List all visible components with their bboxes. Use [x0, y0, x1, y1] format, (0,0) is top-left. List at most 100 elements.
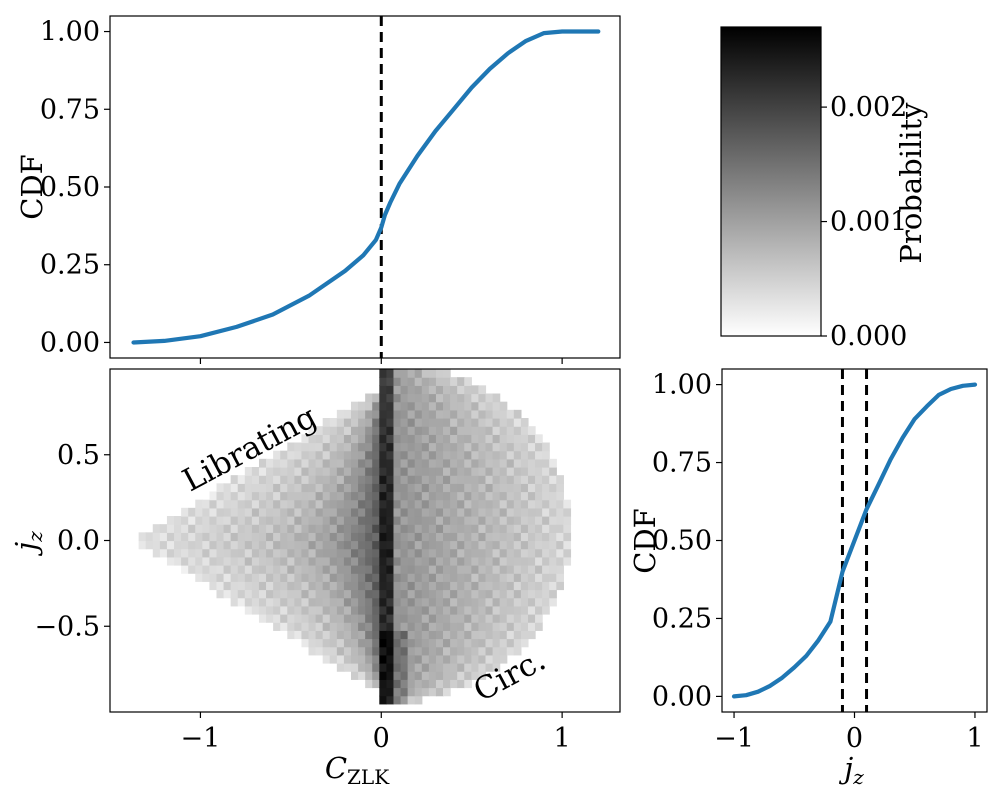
heatmap-cell [273, 507, 281, 517]
heatmap-cell [464, 573, 472, 582]
heatmap-cell [478, 442, 487, 452]
heatmap-cell [435, 581, 444, 591]
heatmap-cell [450, 663, 458, 672]
heatmap-cell [542, 458, 550, 468]
heatmap-cell [435, 467, 444, 476]
heatmap-cell [542, 516, 550, 525]
heatmap-cell [400, 426, 409, 435]
heatmap-cell [166, 540, 175, 550]
heatmap-cell [443, 524, 451, 533]
heatmap-cell [556, 556, 564, 566]
heatmap-cell [400, 556, 409, 566]
heatmap-cell [527, 426, 536, 435]
heatmap-cell [195, 532, 203, 542]
heatmap-cell [492, 540, 501, 550]
heatmap-cell [315, 597, 324, 607]
heatmap-cell [421, 393, 430, 403]
heatmap-cell [166, 516, 175, 525]
heatmap-cell [372, 507, 380, 517]
heatmap-cell [315, 556, 324, 566]
heatmap-cell [351, 434, 359, 444]
heatmap-cell [216, 573, 225, 582]
heatmap-cell [450, 581, 458, 591]
heatmap-cell [202, 565, 211, 574]
heatmap-cell [478, 434, 487, 444]
heatmap-cell [223, 589, 232, 599]
heatmap-cell [223, 507, 232, 517]
heatmap-cell [308, 450, 317, 460]
heatmap-cell [492, 475, 501, 484]
heatmap-cell [386, 687, 395, 697]
heatmap-cell [336, 516, 345, 525]
heatmap-cell [159, 548, 168, 558]
heatmap-cell [450, 654, 458, 664]
heatmap-cell [386, 573, 395, 582]
heatmap-cell [407, 499, 416, 509]
heatmap-cell [379, 426, 387, 435]
heatmap-cell [421, 491, 430, 501]
heatmap-cell [273, 524, 281, 533]
heatmap-cell [520, 418, 529, 427]
heatmap-cell [527, 434, 536, 444]
heatmap-cell [209, 565, 218, 574]
heatmap-cell [443, 385, 451, 395]
heatmap-cell [251, 475, 260, 484]
heatmap-cell [457, 638, 465, 648]
heatmap-cell [471, 589, 480, 599]
heatmap-cell [485, 532, 494, 542]
heatmap-cell [435, 434, 444, 444]
heatmap-cell [407, 663, 416, 672]
heatmap-cell [492, 581, 501, 591]
heatmap-cell [450, 524, 458, 533]
heatmap-cell [407, 540, 416, 550]
heatmap-cell [513, 646, 522, 656]
heatmap-cell [506, 638, 515, 648]
heatmap-cell [308, 605, 317, 615]
heatmap-cell [258, 573, 267, 582]
heatmap-cell [379, 605, 387, 615]
heatmap-cell [308, 442, 317, 452]
heatmap-cell [336, 418, 345, 427]
heatmap-cell [237, 548, 246, 558]
heatmap-cell [535, 597, 543, 607]
heatmap-cell [485, 556, 494, 566]
heatmap-cell [336, 499, 345, 509]
heatmap-cell [421, 540, 430, 550]
heatmap-cell [428, 548, 437, 558]
heatmap-cell [266, 605, 274, 615]
heatmap-cell [407, 646, 416, 656]
heatmap-cell [393, 581, 402, 591]
heatmap-cell [499, 458, 508, 468]
heatmap-cell [428, 401, 437, 411]
heatmap-cell [195, 548, 203, 558]
heatmap-cell [365, 483, 373, 493]
heatmap-cell [358, 507, 366, 517]
heatmap-cell [315, 581, 324, 591]
heatmap-cell [336, 597, 345, 607]
heatmap-cell [336, 450, 345, 460]
heatmap-cell [343, 524, 352, 533]
heatmap-cell [492, 646, 501, 656]
heatmap-cell [308, 622, 317, 631]
heatmap-cell [464, 614, 472, 623]
heatmap-cell [322, 499, 331, 509]
heatmap-cell [372, 597, 380, 607]
heatmap-cell [527, 589, 536, 599]
heatmap-cell [273, 516, 281, 525]
heatmap-cell [223, 499, 232, 509]
heatmap-cell [174, 532, 182, 542]
heatmap-cell [322, 483, 331, 493]
heatmap-cell [386, 483, 395, 493]
heatmap-cell [145, 540, 154, 550]
heatmap-cell [266, 614, 274, 623]
cdf-czlk-ytick-label: 0.50 [40, 172, 100, 203]
heatmap-cell [520, 467, 529, 476]
heatmap-cell [407, 695, 416, 705]
heatmap-cell [351, 507, 359, 517]
heatmap-cell [407, 426, 416, 435]
heatmap-cell [244, 540, 253, 550]
heatmap-cell [343, 532, 352, 542]
heatmap-cell [336, 605, 345, 615]
heatmap-cell [393, 556, 402, 566]
heatmap-cell [287, 614, 295, 623]
